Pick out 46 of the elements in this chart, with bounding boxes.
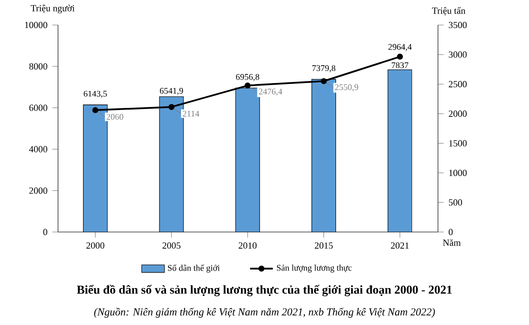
- y2-tick-label: 500: [448, 199, 462, 206]
- y2-tick-label: 2000: [448, 110, 467, 117]
- y-tick-label: 4000: [29, 146, 48, 152]
- bar: [83, 104, 108, 232]
- point: [320, 78, 327, 84]
- data-label: 2114: [182, 110, 200, 117]
- y-tick-label: 6000: [29, 104, 48, 111]
- y2-tick-label: 2500: [448, 80, 467, 88]
- x-tick-label: 2000: [86, 242, 104, 249]
- data-label: 6143,5: [84, 90, 107, 98]
- point: [244, 82, 251, 89]
- x-tick-label: 2010: [238, 242, 257, 249]
- data-label: 2476,4: [258, 88, 282, 96]
- y2-tick-label: 1000: [449, 170, 467, 176]
- point: [92, 107, 98, 114]
- text: Biểu đồ dân số và sản lượng lương thực của thế giới giai đoạn 2000 - 2021: [76, 284, 452, 296]
- legend-label: Sản lượng lương thực: [276, 264, 352, 273]
- bar: [236, 88, 260, 232]
- point: [168, 104, 174, 110]
- data-label: 6956,8: [236, 74, 260, 82]
- data-label: 7837: [392, 62, 408, 68]
- data-label: 2550,9: [335, 84, 358, 92]
- y2-tick-label: 0: [448, 228, 453, 236]
- x-tick-label: 2005: [162, 242, 180, 249]
- data-label: 2964,4: [388, 44, 412, 52]
- y-tick-label: 8000: [29, 63, 48, 70]
- bar: [388, 70, 412, 232]
- data-label: 2060: [106, 114, 124, 120]
- legend-label: Số dân thế giới: [168, 264, 220, 273]
- y-tick-label: 2000: [29, 187, 48, 194]
- point: [396, 54, 403, 60]
- y-tick-label: 10000: [25, 22, 48, 28]
- y-axis-title: Triệu người: [30, 4, 75, 14]
- x-tick-label: 2021: [391, 242, 409, 249]
- bar: [312, 79, 336, 232]
- y2-tick-label: 3500: [448, 22, 467, 28]
- data-label: 7379,8: [312, 65, 336, 72]
- y2-tick-label: 3000: [448, 51, 467, 58]
- data-label: 6541,9: [160, 88, 184, 95]
- bar: [159, 96, 184, 232]
- y2-axis-title: Triệu tấn: [432, 6, 466, 16]
- x-tick-label: 2015: [314, 242, 333, 249]
- x-axis-title: Năm: [442, 239, 461, 246]
- text: (Nguồn: Niên giám thống kê Việt Nam năm 2021, nxb Thống kê Việt Nam 2022): [94, 308, 435, 318]
- y2-tick-label: 1500: [449, 140, 467, 146]
- y-tick-label: 0: [43, 228, 48, 236]
